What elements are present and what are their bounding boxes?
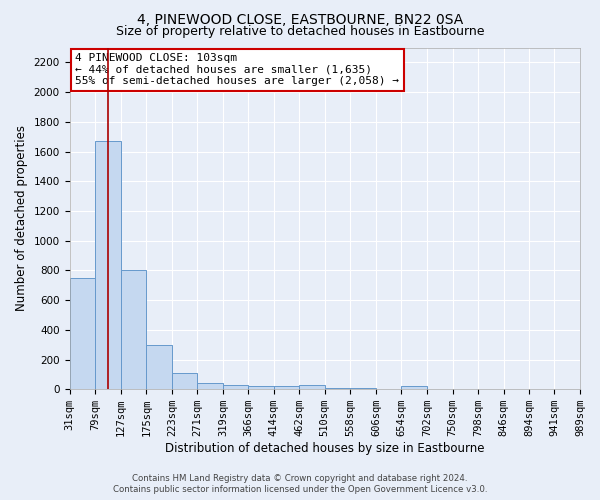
Bar bbox=[325, 388, 350, 389]
Text: Contains HM Land Registry data © Crown copyright and database right 2024.
Contai: Contains HM Land Registry data © Crown c… bbox=[113, 474, 487, 494]
Bar bbox=[172, 373, 197, 389]
Bar bbox=[223, 385, 248, 389]
X-axis label: Distribution of detached houses by size in Eastbourne: Distribution of detached houses by size … bbox=[165, 442, 485, 455]
Y-axis label: Number of detached properties: Number of detached properties bbox=[15, 126, 28, 312]
Bar bbox=[95, 141, 121, 389]
Bar bbox=[248, 386, 274, 389]
Bar bbox=[146, 346, 172, 389]
Bar bbox=[299, 385, 325, 389]
Text: Size of property relative to detached houses in Eastbourne: Size of property relative to detached ho… bbox=[116, 25, 484, 38]
Bar bbox=[121, 270, 146, 389]
Bar bbox=[197, 384, 223, 389]
Text: 4 PINEWOOD CLOSE: 103sqm
← 44% of detached houses are smaller (1,635)
55% of sem: 4 PINEWOOD CLOSE: 103sqm ← 44% of detach… bbox=[75, 53, 399, 86]
Bar bbox=[274, 386, 299, 389]
Bar bbox=[401, 386, 427, 389]
Bar bbox=[70, 278, 95, 389]
Text: 4, PINEWOOD CLOSE, EASTBOURNE, BN22 0SA: 4, PINEWOOD CLOSE, EASTBOURNE, BN22 0SA bbox=[137, 12, 463, 26]
Bar bbox=[350, 388, 376, 389]
